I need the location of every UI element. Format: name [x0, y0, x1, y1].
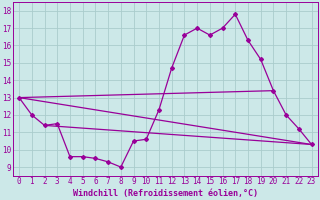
X-axis label: Windchill (Refroidissement éolien,°C): Windchill (Refroidissement éolien,°C) [73, 189, 258, 198]
